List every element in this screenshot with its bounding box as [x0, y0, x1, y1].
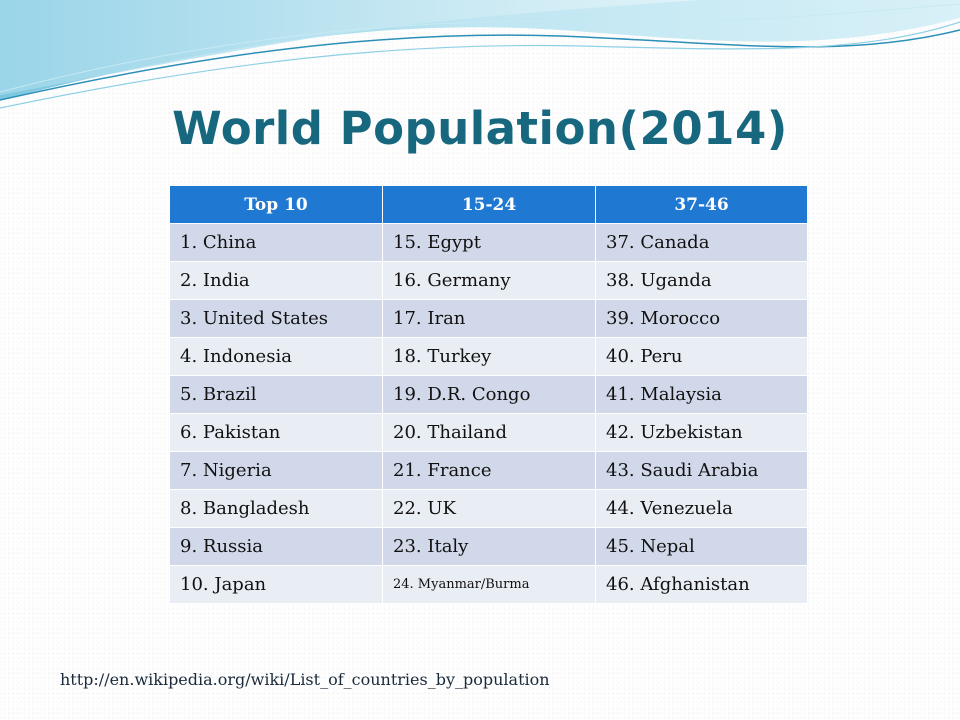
- table-cell: 15. Egypt: [382, 223, 596, 262]
- table-row: 1. China 15. Egypt 37. Canada: [169, 223, 808, 262]
- table-cell: 10. Japan: [169, 565, 383, 604]
- table-cell: 3. United States: [169, 299, 383, 338]
- table-cell: 6. Pakistan: [169, 413, 383, 452]
- table-row: 9. Russia 23. Italy 45. Nepal: [169, 527, 808, 566]
- table-cell: 20. Thailand: [382, 413, 596, 452]
- column-header: 37-46: [595, 185, 808, 224]
- table-cell: 22. UK: [382, 489, 596, 528]
- table-cell: 37. Canada: [595, 223, 808, 262]
- table-cell: 46. Afghanistan: [595, 565, 808, 604]
- table-cell: 38. Uganda: [595, 261, 808, 300]
- table-cell: 9. Russia: [169, 527, 383, 566]
- table-cell: 44. Venezuela: [595, 489, 808, 528]
- wave-decoration: [0, 0, 960, 109]
- table-row: 7. Nigeria 21. France 43. Saudi Arabia: [169, 451, 808, 490]
- table-cell: 24. Myanmar/Burma: [382, 565, 596, 604]
- table-cell: 8. Bangladesh: [169, 489, 383, 528]
- column-header: Top 10: [169, 185, 383, 224]
- table-cell: 45. Nepal: [595, 527, 808, 566]
- table-cell: 39. Morocco: [595, 299, 808, 338]
- table-cell: 41. Malaysia: [595, 375, 808, 414]
- table-cell: 19. D.R. Congo: [382, 375, 596, 414]
- table-header-row: Top 10 15-24 37-46: [169, 185, 808, 224]
- table-cell: 18. Turkey: [382, 337, 596, 376]
- table-cell: 21. France: [382, 451, 596, 490]
- table-cell: 43. Saudi Arabia: [595, 451, 808, 490]
- table-cell: 42. Uzbekistan: [595, 413, 808, 452]
- table-cell: 7. Nigeria: [169, 451, 383, 490]
- table-cell: 23. Italy: [382, 527, 596, 566]
- table-row: 5. Brazil 19. D.R. Congo 41. Malaysia: [169, 375, 808, 414]
- table-row: 8. Bangladesh 22. UK 44. Venezuela: [169, 489, 808, 528]
- slide-title: World Population(2014): [172, 102, 788, 155]
- table-cell: 2. India: [169, 261, 383, 300]
- source-link[interactable]: http://en.wikipedia.org/wiki/List_of_cou…: [60, 670, 550, 689]
- table-row: 3. United States 17. Iran 39. Morocco: [169, 299, 808, 338]
- table-cell: 40. Peru: [595, 337, 808, 376]
- column-header: 15-24: [382, 185, 596, 224]
- table-cell: 17. Iran: [382, 299, 596, 338]
- table-row: 10. Japan 24. Myanmar/Burma 46. Afghanis…: [169, 565, 808, 604]
- table-cell: 5. Brazil: [169, 375, 383, 414]
- table-row: 2. India 16. Germany 38. Uganda: [169, 261, 808, 300]
- table-cell: 4. Indonesia: [169, 337, 383, 376]
- population-table: Top 10 15-24 37-46 1. China 15. Egypt 37…: [169, 185, 808, 604]
- table-cell: 1. China: [169, 223, 383, 262]
- table-row: 6. Pakistan 20. Thailand 42. Uzbekistan: [169, 413, 808, 452]
- table-cell: 16. Germany: [382, 261, 596, 300]
- table-row: 4. Indonesia 18. Turkey 40. Peru: [169, 337, 808, 376]
